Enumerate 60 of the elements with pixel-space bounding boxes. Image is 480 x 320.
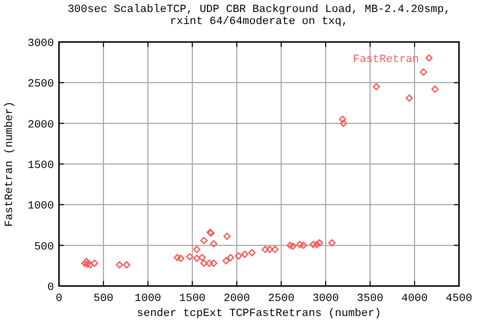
x-tick-label: 500 (94, 293, 114, 305)
point (223, 232, 231, 240)
x-tick-label: 1500 (179, 293, 206, 305)
point (372, 83, 380, 90)
point (271, 246, 279, 254)
chart-title: 300sec ScalableTCP, UDP CBR Background Load, MB-2.4.20smp, rxint 64/64moderate on txq, (68, 4, 450, 28)
point (248, 249, 256, 256)
point (300, 242, 308, 249)
point (234, 252, 242, 260)
point (116, 261, 124, 269)
x-tick-label: 1000 (134, 293, 162, 305)
point (174, 254, 181, 262)
point (296, 240, 304, 248)
x-tick-label: 3000 (312, 293, 339, 305)
point (206, 260, 213, 267)
point (313, 240, 320, 248)
point (406, 94, 413, 102)
point (200, 236, 208, 244)
point (84, 260, 92, 268)
point (431, 86, 439, 93)
point (222, 257, 230, 264)
point (186, 253, 194, 260)
x-tick-label: 0 (56, 293, 62, 305)
point (86, 261, 94, 269)
point (241, 250, 248, 258)
point (266, 246, 274, 254)
point (198, 254, 206, 262)
x-tick-label: 2500 (268, 293, 294, 305)
point (420, 68, 428, 76)
point (310, 240, 317, 248)
y-tick-label: 500 (34, 241, 54, 254)
x-tick-label: 4500 (446, 293, 472, 305)
y-axis-title: FastRetran (number) (4, 101, 16, 227)
point (340, 120, 348, 127)
y-tick-label: 3000 (28, 38, 54, 50)
point (193, 254, 200, 262)
point (177, 254, 184, 262)
point (316, 239, 324, 247)
point (122, 261, 130, 269)
point (193, 246, 200, 254)
point (338, 116, 346, 123)
point (210, 240, 218, 248)
point (200, 260, 208, 267)
point (262, 246, 269, 254)
y-tick-label: 1500 (28, 160, 54, 172)
point (210, 260, 218, 267)
point (90, 260, 98, 267)
y-tick-label: 2500 (28, 78, 54, 91)
x-tick-label: 4000 (401, 293, 428, 305)
point (289, 242, 296, 250)
point (328, 239, 336, 247)
x-axis-title: sender tcpExt TCPFastRetrans (number) (136, 308, 382, 320)
y-tick-label: 0 (47, 282, 54, 294)
point (286, 242, 294, 249)
y-tick-label: 2000 (28, 119, 54, 132)
point (81, 260, 88, 267)
point (226, 254, 234, 262)
y-tick-label: 1000 (28, 200, 54, 213)
x-tick-label: 3500 (356, 293, 384, 305)
x-tick-label: 2000 (224, 293, 250, 305)
